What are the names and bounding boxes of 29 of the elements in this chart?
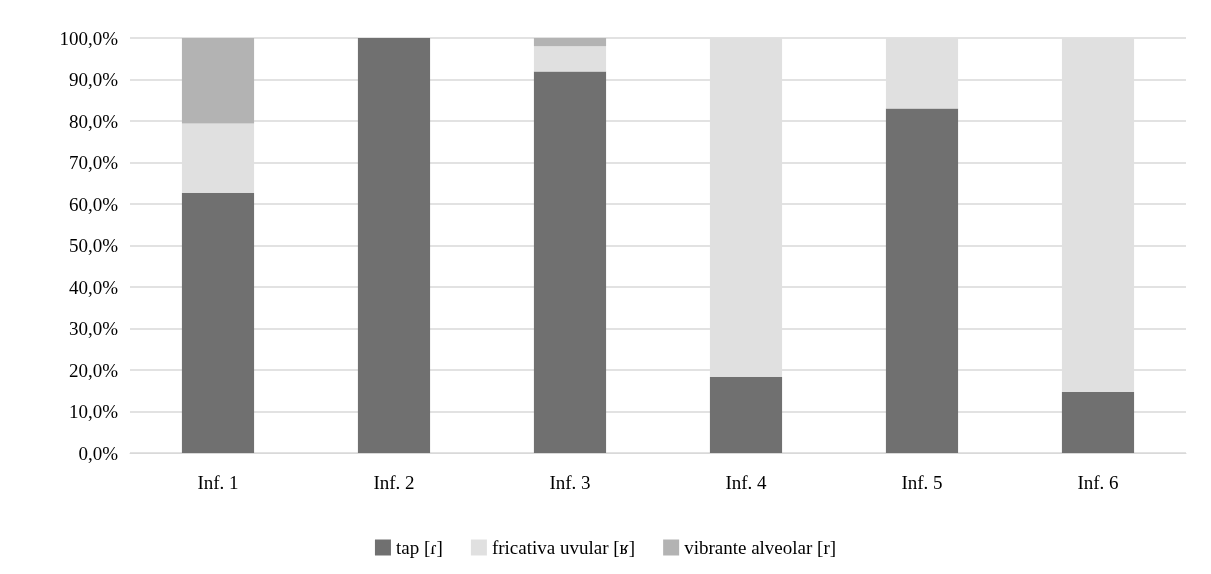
bar xyxy=(533,46,607,72)
y-tick-label: 80,0% xyxy=(68,110,119,132)
y-tick-label: 10,0% xyxy=(68,401,119,422)
x-tick-label: Inf. 3 xyxy=(549,472,591,493)
bar xyxy=(181,192,255,453)
legend-label: tap [ɾ] xyxy=(395,537,443,558)
x-tick-label: Inf. 1 xyxy=(197,472,239,493)
bar xyxy=(709,376,783,453)
legend-label: vibrante alveolar [r] xyxy=(684,537,837,558)
x-tick-label: Inf. 2 xyxy=(373,472,415,493)
y-tick-label: 30,0% xyxy=(68,318,119,339)
bar xyxy=(357,38,431,453)
y-tick-label: 0,0% xyxy=(78,442,119,464)
bar xyxy=(181,38,255,124)
bar xyxy=(885,108,959,453)
x-tick-label: Inf. 4 xyxy=(725,472,768,493)
y-tick-label: 50,0% xyxy=(68,235,119,256)
bar xyxy=(533,71,607,453)
y-tick-label: 100,0% xyxy=(59,27,119,49)
y-tick-label: 70,0% xyxy=(68,152,119,173)
bar xyxy=(1061,392,1135,453)
y-tick-label: 20,0% xyxy=(68,359,119,381)
x-tick-label: Inf. 6 xyxy=(1077,472,1119,493)
y-tick-label: 90,0% xyxy=(68,69,119,90)
x-tick-label: Inf. 5 xyxy=(901,472,943,493)
y-tick-label: 60,0% xyxy=(68,193,119,215)
bar xyxy=(533,38,607,47)
y-tick-label: 40,0% xyxy=(68,276,119,298)
legend-label: fricativa uvular [ʁ] xyxy=(491,537,636,558)
